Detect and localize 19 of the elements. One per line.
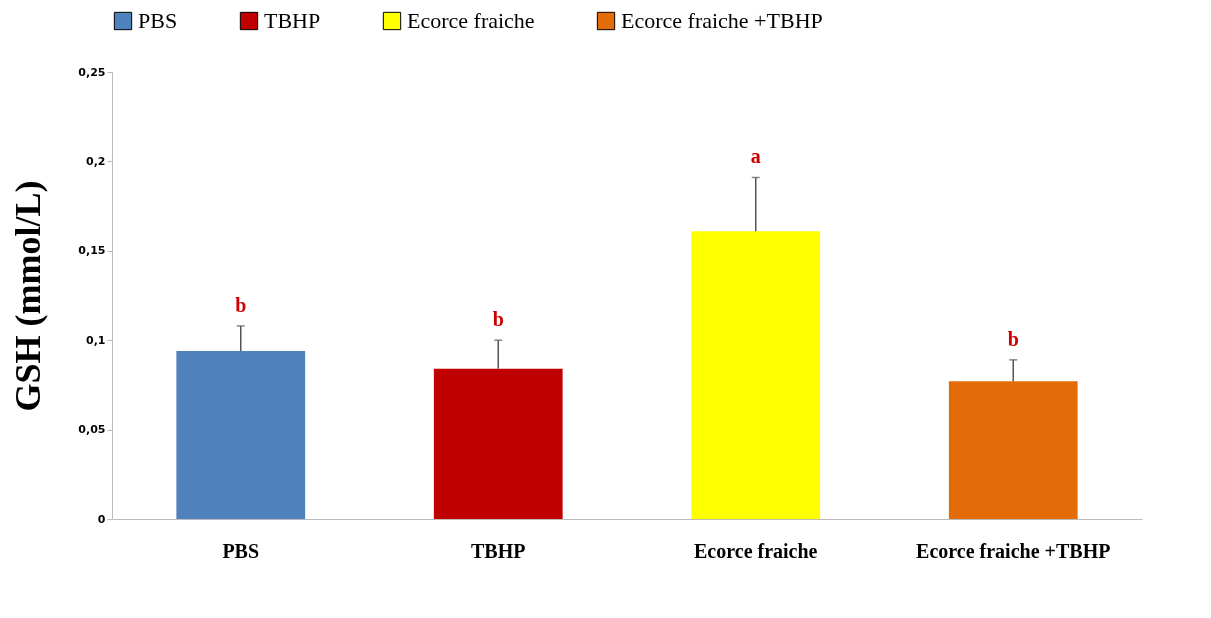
y-tick-label: 0,25: [78, 65, 106, 79]
legend-label: TBHP: [264, 8, 321, 33]
annotation: a: [750, 145, 761, 168]
y-axis-title: GSH (mmol/L): [8, 180, 49, 412]
annotation: b: [492, 308, 504, 331]
y-tick-label: 0,05: [78, 423, 106, 437]
y-tick-label: 0,15: [78, 244, 106, 258]
y-tick-label: 0: [97, 512, 106, 526]
legend-label: Ecorce fraiche +TBHP: [621, 8, 823, 33]
x-tick-label: PBS: [222, 539, 260, 562]
y-tick-label: 0,1: [86, 333, 106, 347]
legend-label: PBS: [138, 8, 178, 33]
annotation: b: [1007, 327, 1019, 350]
y-tick-label: 0,2: [86, 154, 106, 168]
x-tick-label: TBHP: [471, 539, 526, 562]
x-tick-label: Ecorce fraiche: [694, 539, 818, 562]
annotation: b: [235, 293, 247, 316]
legend-label: Ecorce fraiche: [407, 8, 535, 33]
x-tick-label: Ecorce fraiche +TBHP: [916, 539, 1111, 562]
